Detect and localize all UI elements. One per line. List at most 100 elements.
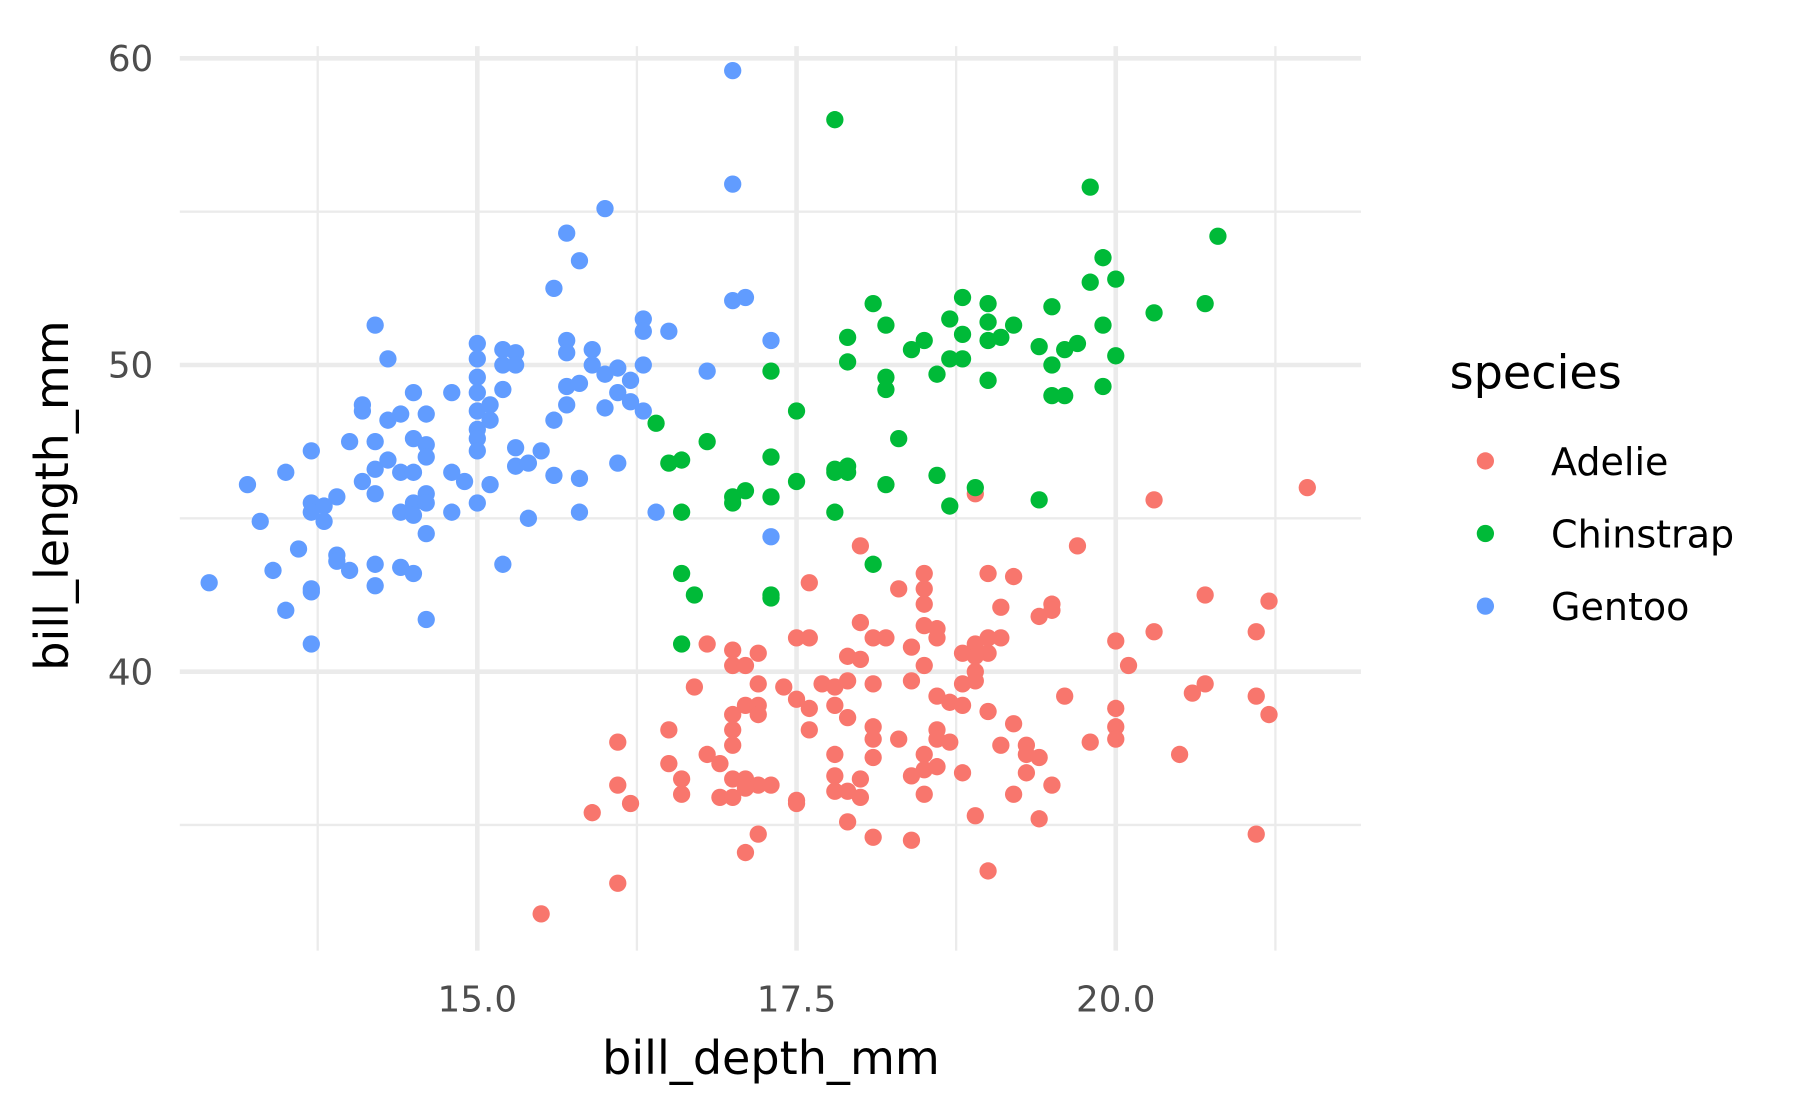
data-point	[724, 770, 742, 788]
data-point	[966, 807, 984, 825]
data-point	[532, 442, 550, 460]
data-point	[787, 402, 806, 420]
legend: species Adelie Chinstrap Gentoo	[1450, 345, 1734, 629]
data-point	[762, 589, 780, 607]
data-point	[915, 595, 933, 613]
data-point	[698, 362, 716, 380]
data-point	[787, 472, 806, 491]
data-point	[724, 721, 742, 739]
data-point	[800, 574, 818, 592]
data-point	[953, 325, 972, 343]
data-point	[379, 451, 397, 469]
data-point	[1017, 764, 1036, 782]
data-point	[992, 629, 1010, 647]
data-point	[941, 310, 959, 328]
legend-label: Chinstrap	[1551, 512, 1734, 556]
data-point	[494, 555, 512, 573]
data-point	[1030, 607, 1048, 626]
data-point	[724, 641, 742, 659]
data-point	[851, 613, 870, 632]
data-point	[545, 411, 563, 429]
data-point	[379, 411, 397, 429]
data-point	[1196, 675, 1214, 693]
data-point	[953, 350, 972, 368]
data-point	[928, 466, 946, 485]
data-point	[902, 341, 921, 359]
data-point	[966, 479, 984, 497]
data-point	[864, 295, 882, 313]
data-point	[1260, 592, 1278, 610]
data-point	[890, 730, 908, 748]
data-point	[1107, 718, 1125, 736]
data-point	[583, 356, 601, 374]
data-point	[724, 705, 742, 724]
data-point	[941, 733, 959, 751]
data-point	[1056, 387, 1074, 405]
legend-label: Gentoo	[1551, 585, 1689, 629]
data-point	[1145, 491, 1163, 509]
data-point	[928, 758, 946, 776]
data-point	[672, 451, 691, 469]
data-point	[762, 448, 780, 466]
data-point	[1094, 377, 1112, 396]
data-point	[826, 111, 844, 129]
data-point	[506, 356, 525, 374]
data-point	[417, 448, 435, 466]
data-point	[787, 629, 806, 647]
data-point	[1145, 623, 1163, 641]
data-point	[1056, 687, 1074, 705]
data-point	[1209, 227, 1227, 245]
data-point	[749, 825, 767, 843]
data-point	[468, 442, 486, 460]
data-point	[762, 362, 780, 380]
data-point	[558, 344, 576, 362]
data-point	[698, 635, 716, 653]
data-point	[494, 380, 512, 399]
data-point	[417, 436, 435, 454]
data-point	[1145, 304, 1163, 322]
data-point	[1196, 295, 1214, 313]
data-point	[200, 574, 218, 592]
data-point	[1004, 316, 1023, 334]
data-point	[417, 405, 435, 423]
data-point	[915, 656, 933, 675]
data-point	[877, 316, 895, 334]
data-point	[494, 356, 512, 374]
y-tick-label: 60	[108, 39, 153, 80]
data-point	[609, 776, 627, 794]
data-point	[864, 730, 882, 748]
series-gentoo	[200, 61, 780, 653]
data-point	[685, 586, 704, 604]
data-point	[979, 371, 997, 389]
data-point	[941, 350, 959, 368]
data-point	[902, 672, 921, 690]
data-point	[941, 497, 959, 515]
data-point	[404, 383, 423, 402]
data-point	[953, 764, 972, 782]
data-point	[1247, 687, 1265, 705]
data-points	[200, 61, 1316, 923]
data-point	[902, 767, 921, 785]
data-point	[609, 874, 627, 892]
data-point	[864, 629, 882, 647]
legend-key-dot	[1476, 452, 1495, 470]
data-point	[468, 334, 486, 353]
data-point	[621, 794, 640, 813]
data-point	[966, 672, 984, 690]
data-point	[724, 61, 742, 80]
data-point	[1043, 387, 1061, 405]
data-point	[762, 776, 780, 794]
data-point	[928, 629, 946, 647]
data-point	[340, 433, 359, 451]
data-point	[1107, 699, 1125, 718]
data-point	[455, 472, 474, 491]
data-point	[1030, 748, 1048, 767]
data-point	[647, 503, 665, 521]
data-point	[838, 353, 857, 371]
data-point	[851, 770, 870, 788]
data-point	[417, 525, 435, 543]
data-point	[890, 429, 908, 448]
data-point	[468, 368, 486, 386]
data-point	[736, 696, 755, 715]
